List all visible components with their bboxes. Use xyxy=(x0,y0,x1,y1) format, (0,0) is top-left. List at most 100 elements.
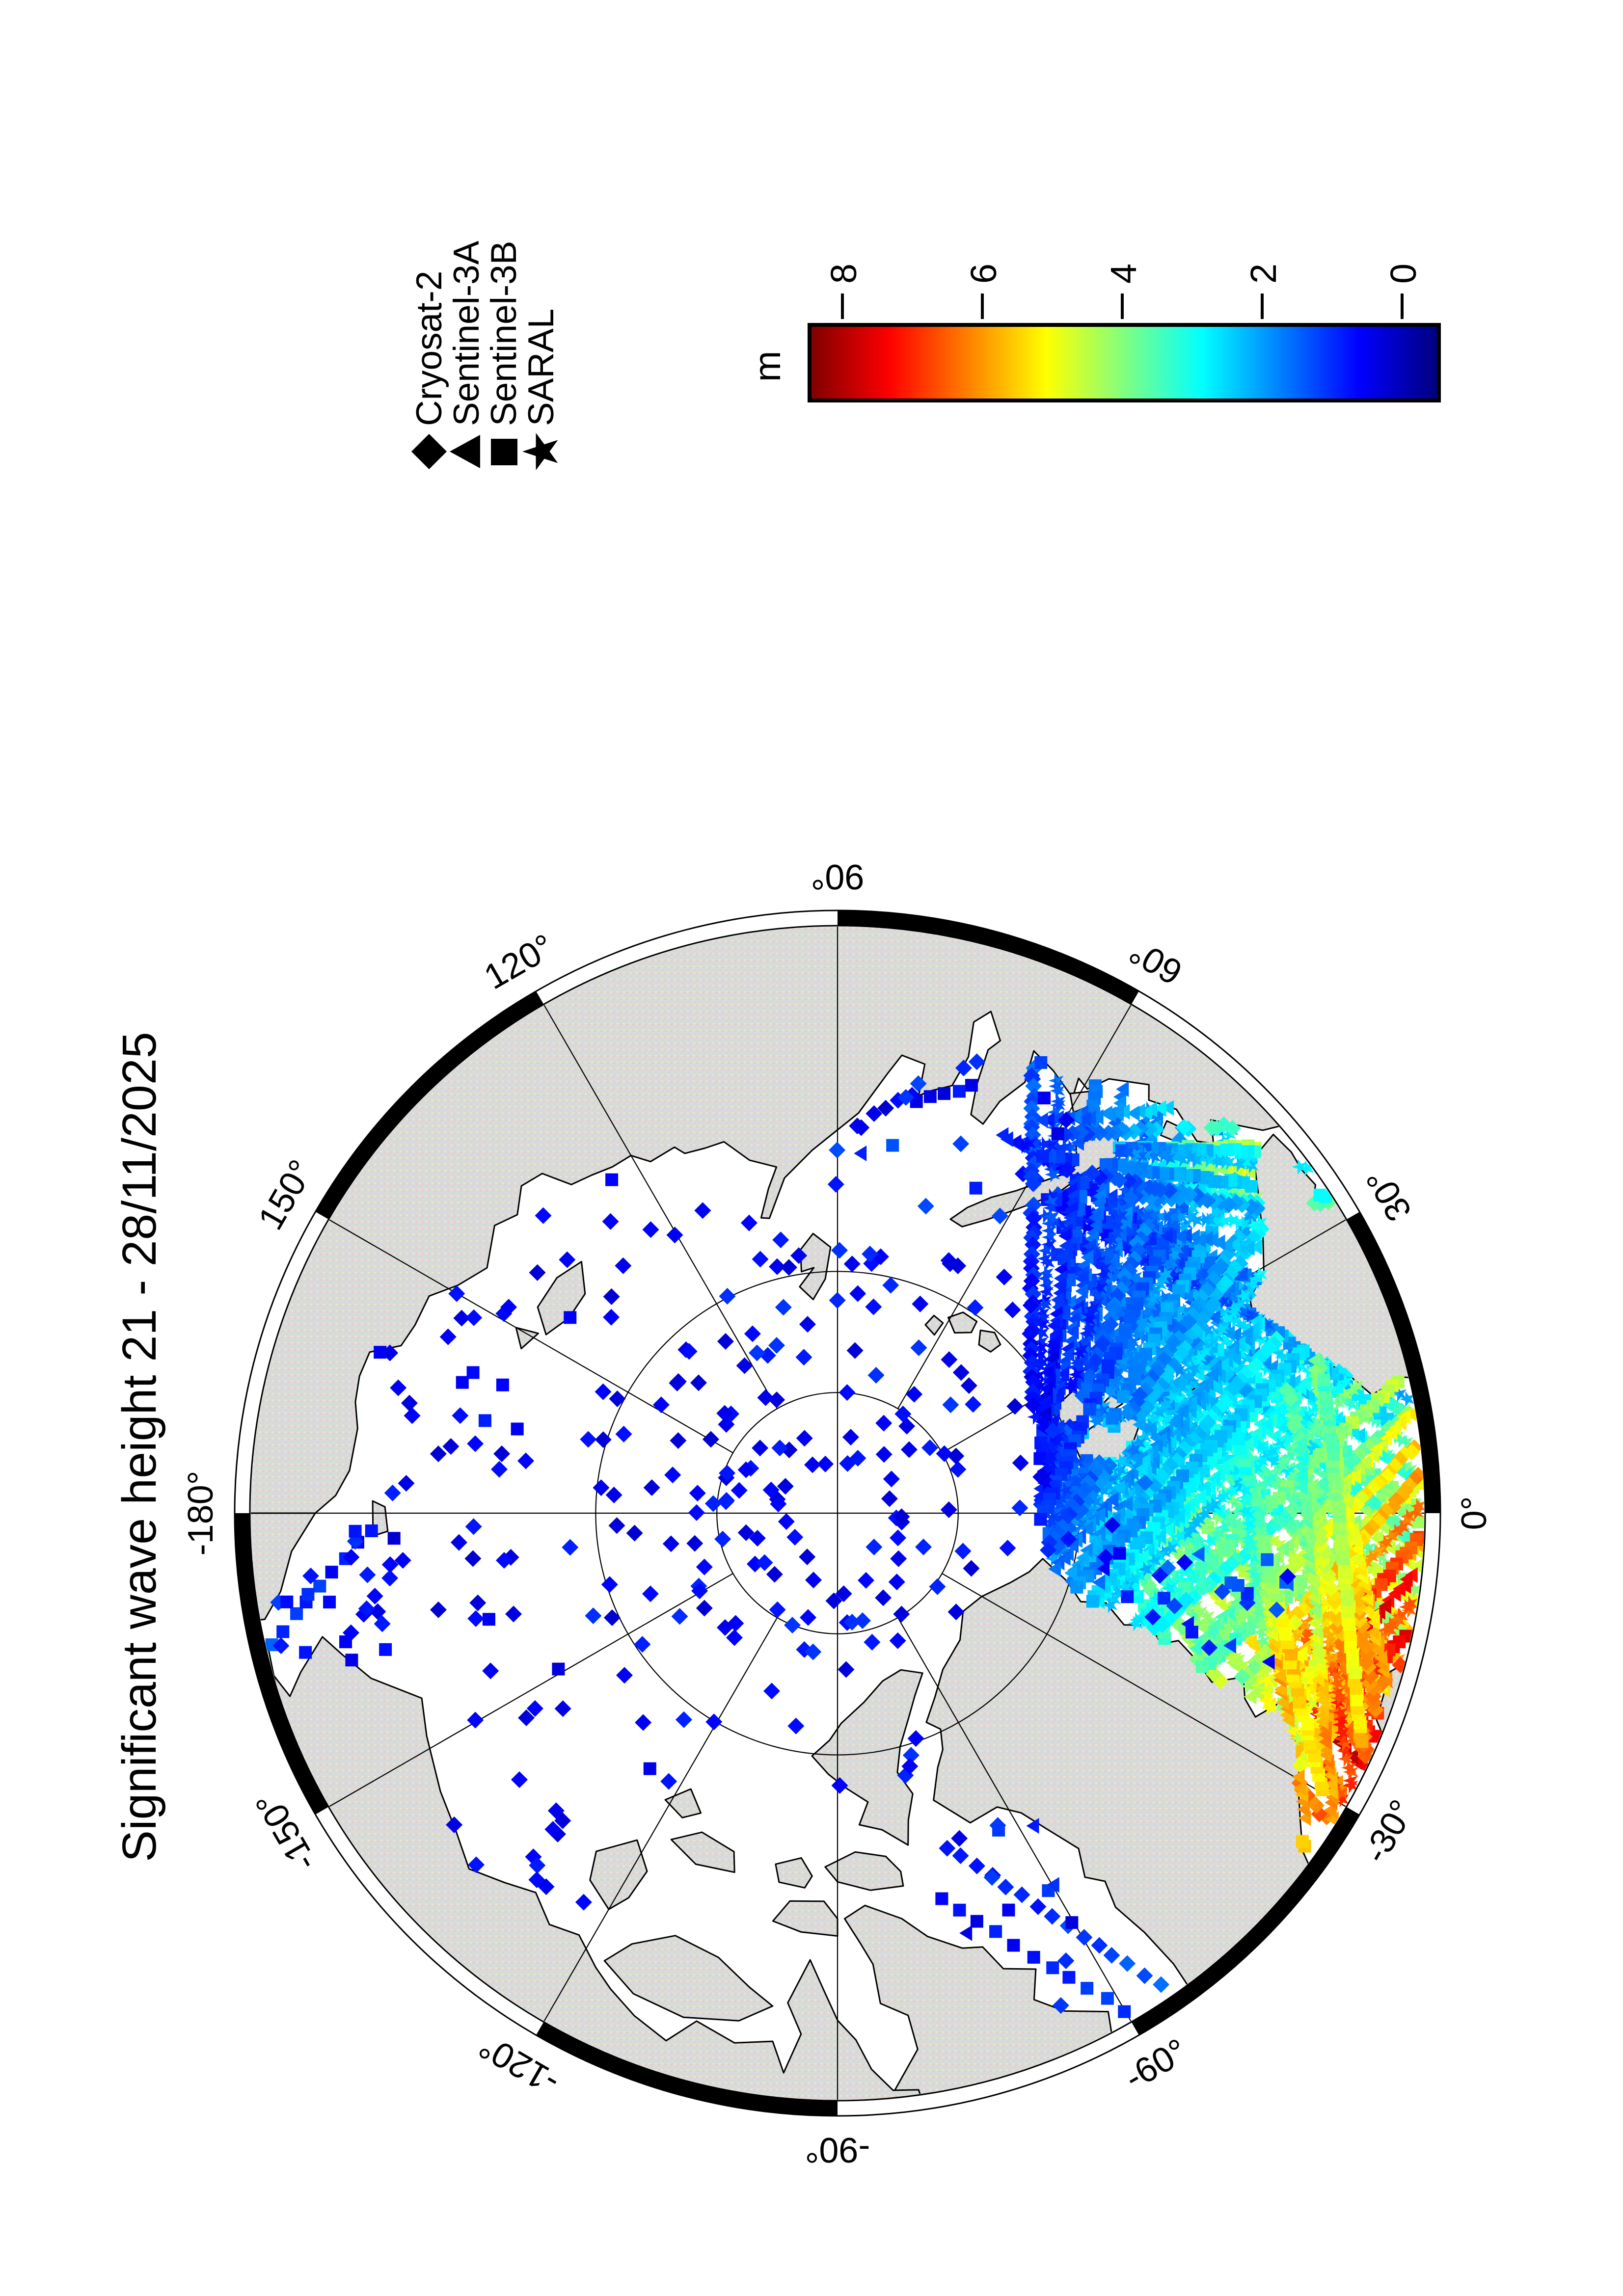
track-point xyxy=(1256,1687,1271,1704)
track-point xyxy=(1152,1421,1167,1437)
track-point xyxy=(1199,1322,1215,1338)
track-point xyxy=(965,1079,978,1092)
track-point xyxy=(1166,1464,1182,1480)
track-point xyxy=(1226,1312,1242,1328)
track-point xyxy=(1232,1432,1245,1445)
scatter-point-laptev_east_siberian xyxy=(478,1414,491,1427)
scatter-point-laptev_east_siberian xyxy=(466,1366,480,1379)
colorbar-tick xyxy=(841,294,844,319)
track-point xyxy=(1195,1660,1209,1673)
track-point xyxy=(1062,1971,1076,1984)
track-point xyxy=(1136,1329,1151,1345)
landmass-fjl_1 xyxy=(978,1330,1001,1353)
track-point xyxy=(1364,1494,1381,1511)
track-point xyxy=(1343,1396,1358,1412)
legend-label: SARAL xyxy=(521,308,561,426)
track-point xyxy=(1170,1545,1183,1561)
scatter-point-greenland_ice_edge xyxy=(1113,1547,1126,1560)
track-point xyxy=(1265,1452,1281,1468)
track-point xyxy=(938,1087,951,1100)
track-point xyxy=(1410,1558,1424,1574)
track-point xyxy=(953,1085,966,1098)
track-point xyxy=(1086,1595,1099,1608)
track-point xyxy=(1036,1149,1049,1163)
track-point xyxy=(1214,1305,1229,1322)
track-point xyxy=(1236,1381,1253,1398)
landmass-fjl_2 xyxy=(947,1311,978,1334)
scatter-point-greenland_ice_edge xyxy=(1261,1553,1274,1566)
track-point xyxy=(1220,1307,1236,1323)
track-point xyxy=(1234,1657,1250,1674)
track-point xyxy=(1392,1569,1407,1585)
scatter-point-baffin_bay xyxy=(1002,1903,1015,1917)
lon-label-180: -180° xyxy=(181,1471,220,1556)
track-point xyxy=(1101,1992,1114,2005)
diamond-icon xyxy=(411,434,447,469)
track-point xyxy=(1210,1510,1225,1526)
track-point xyxy=(365,1524,378,1537)
meridian--120 xyxy=(543,1617,778,2023)
graticule xyxy=(251,927,1424,2100)
colorbar-tick-label: 4 xyxy=(1103,263,1144,284)
track-point xyxy=(1334,1791,1349,1808)
meridian--30 xyxy=(942,1573,1347,1808)
colorbar-tick xyxy=(1261,294,1264,319)
track-point xyxy=(1156,1289,1171,1306)
scatter-point-greenland_ice_edge xyxy=(1158,1592,1171,1605)
scatter-point-kara xyxy=(969,1181,982,1195)
track-point xyxy=(1283,1545,1298,1562)
track-point xyxy=(1222,1490,1238,1506)
scatter-point-kara xyxy=(886,1139,899,1152)
track-point xyxy=(1007,1939,1020,1952)
track-point xyxy=(1233,1317,1248,1333)
track-point xyxy=(1382,1539,1396,1555)
scatter-point-baffin_bay xyxy=(992,1823,1005,1837)
track-point xyxy=(1203,1613,1218,1629)
track-point xyxy=(1248,1327,1264,1344)
track-point xyxy=(1083,1403,1096,1416)
landmass-devon xyxy=(824,1851,904,1891)
track-point xyxy=(1257,1361,1273,1377)
landmass-chukotka xyxy=(251,1285,316,1624)
track-point xyxy=(1227,1649,1243,1665)
track-point xyxy=(1147,1286,1163,1302)
track-point xyxy=(1346,1748,1358,1764)
colorbar-tick-label: 6 xyxy=(963,263,1004,284)
legend-label: Cryosat-2 xyxy=(409,270,449,426)
track-point xyxy=(1037,1208,1053,1224)
track-point xyxy=(1212,1672,1229,1689)
scatter-point-kara xyxy=(1051,1127,1064,1140)
track-point xyxy=(290,1607,303,1620)
landmass-bathurst xyxy=(775,1857,813,1889)
track-point xyxy=(1296,1835,1309,1848)
landmass-na_mainland xyxy=(251,1636,938,2100)
track-point xyxy=(1117,1390,1130,1403)
landmass-victoria xyxy=(603,1935,774,2022)
meridian--60 xyxy=(897,1617,1132,2023)
track-point xyxy=(1216,1332,1231,1348)
star-icon xyxy=(522,433,558,470)
track-point xyxy=(1386,1649,1402,1665)
track-point xyxy=(1135,1569,1152,1585)
square-icon xyxy=(491,439,517,465)
scatter-point-laptev_east_siberian xyxy=(564,1311,577,1324)
lon-label-0: 0° xyxy=(1455,1496,1494,1530)
track-point xyxy=(1271,1345,1286,1361)
track-point xyxy=(1270,1456,1286,1472)
track-point xyxy=(953,1903,966,1917)
track-point xyxy=(1132,1273,1147,1290)
scatter-point-beaufort xyxy=(387,1532,401,1545)
meridian-60 xyxy=(897,1004,1132,1409)
track-point xyxy=(325,1566,338,1579)
colorbar-tick xyxy=(981,294,984,319)
scatter-point-laptev_east_siberian xyxy=(605,1173,619,1186)
track-point xyxy=(1199,1292,1215,1308)
landmass-new_siberian_e xyxy=(515,1327,539,1350)
track-point xyxy=(1185,1375,1200,1392)
track-point xyxy=(1397,1526,1414,1544)
track-point xyxy=(1070,1580,1083,1594)
track-point xyxy=(1033,1452,1047,1465)
track-point xyxy=(1225,1494,1241,1510)
track-point xyxy=(1170,1362,1186,1379)
colorbar-tick-label: 0 xyxy=(1383,263,1424,284)
